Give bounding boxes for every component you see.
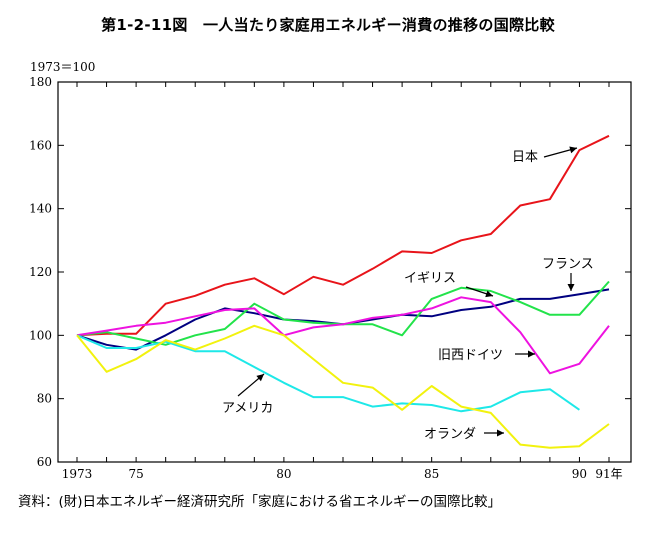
annotation-arrowhead <box>256 374 264 382</box>
annotation-arrowhead <box>497 429 504 437</box>
series-line-オランダ <box>76 324 610 449</box>
annotation-arrowhead <box>567 284 575 291</box>
series-annotation-label: アメリカ <box>222 401 273 416</box>
series-annotation-label: イギリス <box>404 271 456 286</box>
plot-frame <box>57 81 632 463</box>
series-line-旧西ドイツ <box>76 296 610 375</box>
annotation-arrowhead <box>485 290 493 298</box>
annotation-arrowhead <box>528 350 535 358</box>
y-axis-unit-label: 1973＝100 <box>30 60 96 74</box>
series-line-フランス <box>76 288 610 351</box>
annotation-arrowhead <box>569 146 577 154</box>
source-note: 資料：(財)日本エネルギー経済研究所「家庭における省エネルギーの国際比較」 <box>18 494 502 510</box>
x-tick-label: 91年 <box>595 467 622 481</box>
series-line-日本 <box>76 134 610 337</box>
series-annotation-label: フランス <box>542 257 594 272</box>
series-line-アメリカ <box>76 334 580 413</box>
x-tick-label: 90 <box>572 467 587 481</box>
y-tick-label: 80 <box>37 392 52 406</box>
y-tick-label: 60 <box>37 455 52 469</box>
x-tick-label: 85 <box>424 467 439 481</box>
series-annotation-label: 日本 <box>512 150 538 165</box>
y-tick-label: 160 <box>29 138 52 152</box>
chart-title: 第1-2-11図 一人当たり家庭用エネルギー消費の推移の国際比較 <box>101 16 555 34</box>
y-tick-label: 120 <box>29 265 52 279</box>
series-annotation-label: 旧西ドイツ <box>438 348 503 363</box>
y-tick-label: 140 <box>29 202 52 216</box>
y-tick-label: 180 <box>29 75 52 89</box>
series-annotation-label: オランダ <box>424 427 476 442</box>
y-tick-label: 100 <box>29 328 52 342</box>
x-tick-label: 75 <box>128 467 143 481</box>
x-tick-label: 1973 <box>62 467 93 481</box>
x-tick-label: 80 <box>276 467 291 481</box>
